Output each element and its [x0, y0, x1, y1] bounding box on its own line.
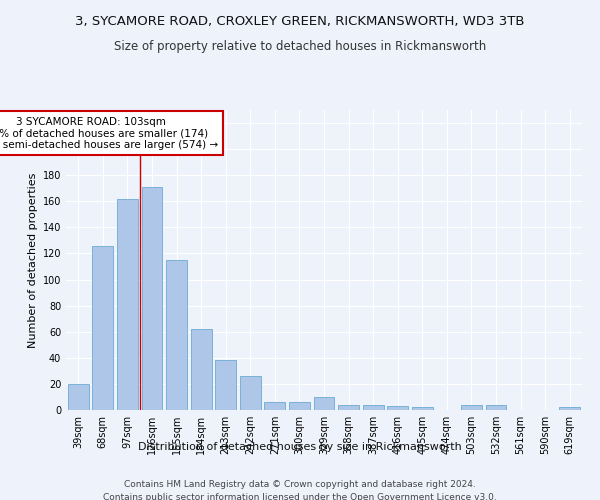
Bar	[240, 376, 261, 410]
Y-axis label: Number of detached properties: Number of detached properties	[28, 172, 38, 348]
Bar	[289, 402, 310, 410]
Bar	[92, 246, 113, 410]
Text: Distribution of detached houses by size in Rickmansworth: Distribution of detached houses by size …	[138, 442, 462, 452]
Bar	[412, 408, 433, 410]
Bar	[485, 405, 506, 410]
Text: Contains public sector information licensed under the Open Government Licence v3: Contains public sector information licen…	[103, 492, 497, 500]
Bar	[265, 402, 286, 410]
Bar	[191, 329, 212, 410]
Bar	[338, 405, 359, 410]
Bar	[461, 405, 482, 410]
Bar	[362, 405, 383, 410]
Bar	[68, 384, 89, 410]
Text: Size of property relative to detached houses in Rickmansworth: Size of property relative to detached ho…	[114, 40, 486, 53]
Bar	[314, 397, 334, 410]
Bar	[142, 187, 163, 410]
Bar	[215, 360, 236, 410]
Bar	[166, 260, 187, 410]
Text: 3 SYCAMORE ROAD: 103sqm
← 23% of detached houses are smaller (174)
76% of semi-d: 3 SYCAMORE ROAD: 103sqm ← 23% of detache…	[0, 116, 218, 150]
Bar	[117, 198, 138, 410]
Bar	[559, 408, 580, 410]
Text: Contains HM Land Registry data © Crown copyright and database right 2024.: Contains HM Land Registry data © Crown c…	[124, 480, 476, 489]
Text: 3, SYCAMORE ROAD, CROXLEY GREEN, RICKMANSWORTH, WD3 3TB: 3, SYCAMORE ROAD, CROXLEY GREEN, RICKMAN…	[75, 15, 525, 28]
Bar	[387, 406, 408, 410]
